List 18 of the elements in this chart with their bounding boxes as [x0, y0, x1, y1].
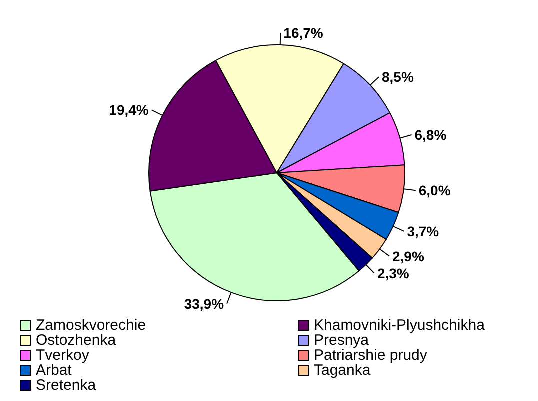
- legend-label: Tverkoy: [36, 347, 90, 364]
- data-label: 33,9%: [184, 296, 225, 312]
- legend-label: Khamovniki-Plyushchikha: [314, 317, 485, 334]
- data-label: 8,5%: [382, 69, 414, 86]
- data-label: 16,7%: [284, 25, 324, 42]
- data-label: 6,8%: [414, 127, 448, 143]
- legend-label: Sretenka: [36, 377, 96, 394]
- legend-label: Arbat: [36, 362, 72, 379]
- data-label: 19,4%: [109, 102, 150, 118]
- legend-label: Ostozhenka: [36, 332, 116, 349]
- legend-label: Zamoskvorechie: [36, 317, 146, 334]
- legend-label: Taganka: [314, 362, 371, 379]
- data-label: 2,3%: [377, 265, 410, 282]
- legend-label: Patriarshie prudy: [314, 347, 428, 364]
- data-label: 2,9%: [392, 248, 425, 264]
- legend-label: Presnya: [314, 332, 370, 349]
- data-label: 6,0%: [418, 182, 452, 199]
- data-label: 3,7%: [407, 223, 440, 240]
